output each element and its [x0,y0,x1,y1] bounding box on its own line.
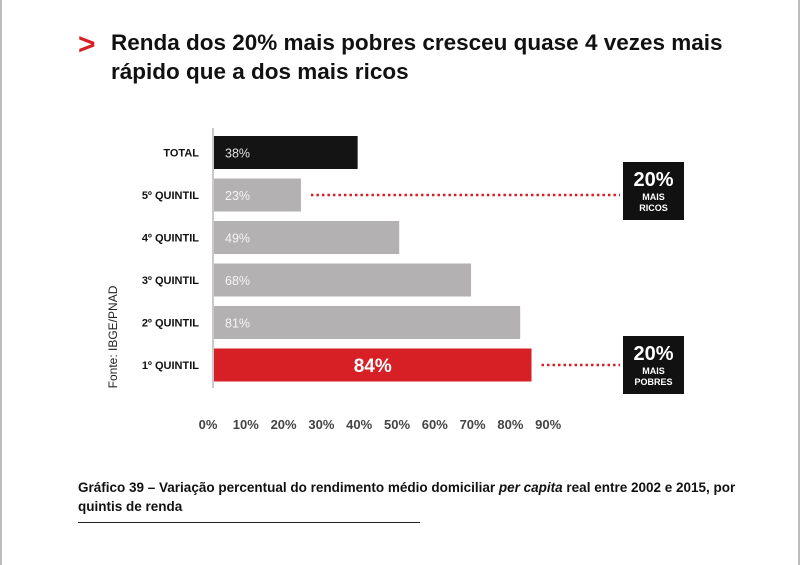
chart-title: Renda dos 20% mais pobres cresceu quase … [111,30,723,84]
bar [214,136,358,169]
data-label: 84% [354,356,392,377]
annotation-badge [623,162,684,220]
category-label: 5º QUINTIL [142,190,199,202]
caption-suffix: real entre 2002 e 2015, por quintis de r… [78,480,736,514]
caption-rule [78,522,420,523]
chart-caption: Gráfico 39 – Variação percentual do rend… [78,478,758,516]
page-border-left [0,0,2,565]
category-label: 1º QUINTIL [142,360,199,372]
annotation-value: 20% [633,169,673,191]
bar [214,306,521,339]
annotation-text: MAIS [642,192,665,202]
caption-prefix: Gráfico 39 – Variação percentual do rend… [78,480,499,495]
category-label: 2º QUINTIL [142,318,199,330]
annotation-badge [623,336,684,394]
data-label: 49% [225,232,250,246]
data-label: 68% [225,274,250,288]
category-label: 3º QUINTIL [142,275,199,287]
x-tick-label: 80% [497,417,523,432]
data-label: 38% [225,147,250,161]
caption-italic: per capita [498,480,563,495]
annotation-text: RICOS [639,203,668,213]
bar [214,263,472,297]
category-label: 4º QUINTIL [142,233,199,245]
x-tick-label: 60% [422,417,448,432]
category-label: TOTAL [163,148,199,160]
x-tick-label: 10% [233,417,259,432]
bar [214,221,400,254]
x-tick-label: 30% [308,417,334,432]
x-tick-label: 50% [384,417,410,432]
x-tick-label: 70% [460,417,486,432]
source-label: Fonte: IBGE/PNAD [106,285,120,388]
bar-chart: TOTAL 38% 5º QUINTIL 23% 4º QUINTIL 49% 3º QUI… [106,128,684,432]
annotation-text: POBRES [634,377,672,387]
data-label: 81% [225,317,250,331]
x-tick-label: 40% [346,417,372,432]
x-tick-label: 20% [271,417,297,432]
data-label: 23% [225,189,250,203]
page-border-right [798,0,800,565]
annotation-value: 20% [633,343,673,365]
chevron-icon: > [78,28,96,61]
bar [214,178,301,212]
x-tick-label: 90% [535,417,561,432]
bar [214,348,532,382]
x-tick-label: 0% [199,417,218,432]
annotation-text: MAIS [642,366,665,376]
